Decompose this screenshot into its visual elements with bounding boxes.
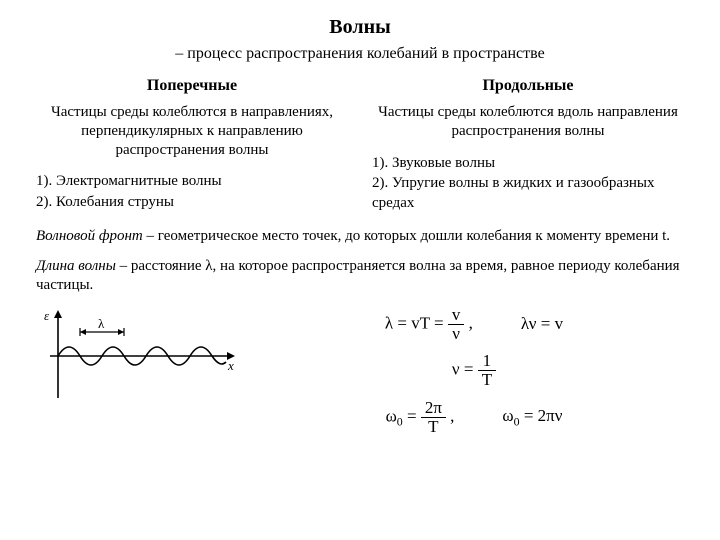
col-head-left: Поперечные xyxy=(36,77,348,95)
formula-omega-2pinu: ω0 = 2πν xyxy=(502,406,562,429)
def-wavelength-term: Длина волны xyxy=(36,258,116,274)
formula-lambda-nu: λν = v xyxy=(521,314,563,334)
page-subtitle: – процесс распространения колебаний в пр… xyxy=(36,45,684,63)
formula-lambda-vt: λ = vT = v ν , xyxy=(385,306,473,343)
formula-lambda-comma: , xyxy=(469,313,473,332)
formula-nu: ν = 1 T xyxy=(452,352,496,389)
formula-nu-frac: 1 T xyxy=(478,352,496,389)
formula-omega-frac: ω0 = 2π T , xyxy=(386,399,455,436)
formula-lambda-left: λ = vT = xyxy=(385,313,444,332)
definitions: Волновой фронт – геометрическое место то… xyxy=(36,227,684,296)
lambda-label: λ xyxy=(98,316,105,331)
formula-lambda-frac-den: ν xyxy=(448,325,465,343)
def-wavefront-text: – геометрическое место точек, до которых… xyxy=(143,228,670,244)
formula-omega-right-sym: ω xyxy=(502,406,513,425)
formula-lambda-frac: v ν xyxy=(448,306,465,343)
page-title: Волны xyxy=(36,16,684,39)
col-ex-right: 1). Звуковые волны 2). Упругие волны в ж… xyxy=(372,153,684,214)
def-wavelength-text: – расстояние λ, на которое распространяе… xyxy=(36,258,680,294)
col-desc-right: Частицы среды колеблются вдоль направлен… xyxy=(372,103,684,141)
col-ex-left-1: 1). Электромагнитные волны xyxy=(36,171,348,191)
formula-omega-frac-num: 2π xyxy=(421,399,446,418)
x-axis-label: x xyxy=(227,358,234,373)
formulas-block: λ = vT = v ν , λν = v ν = 1 T xyxy=(264,306,684,436)
formula-omega-left-sym: ω xyxy=(386,406,397,425)
col-longitudinal: Продольные Частицы среды колеблются вдол… xyxy=(372,77,684,213)
formula-lambda-frac-num: v xyxy=(448,306,465,325)
wave-diagram: ε x λ xyxy=(36,306,236,411)
lambda-arrow-right-icon xyxy=(118,329,124,335)
y-axis-arrow-icon xyxy=(54,310,62,318)
col-ex-right-2: 2). Упругие волны в жидких и газообразны… xyxy=(372,173,684,214)
lambda-arrow-left-icon xyxy=(80,329,86,335)
def-wavelength: Длина волны – расстояние λ, на которое р… xyxy=(36,257,684,296)
def-wavefront: Волновой фронт – геометрическое место то… xyxy=(36,227,684,247)
col-transverse: Поперечные Частицы среды колеблются в на… xyxy=(36,77,348,213)
formula-nu-left: ν = xyxy=(452,360,474,379)
formula-omega-left-eq: = xyxy=(403,406,417,425)
col-ex-left: 1). Электромагнитные волны 2). Колебания… xyxy=(36,171,348,212)
col-head-right: Продольные xyxy=(372,77,684,95)
col-ex-right-1: 1). Звуковые волны xyxy=(372,153,684,173)
formula-row-2: ν = 1 T xyxy=(452,352,496,389)
col-desc-left: Частицы среды колеблются в направлениях,… xyxy=(36,103,348,159)
formula-omega-comma: , xyxy=(450,406,454,425)
formula-omega-frac-den: T xyxy=(421,418,446,436)
formula-omega-fraction: 2π T xyxy=(421,399,446,436)
formula-row-1: λ = vT = v ν , λν = v xyxy=(385,306,563,343)
def-wavefront-term: Волновой фронт xyxy=(36,228,143,244)
formula-nu-frac-num: 1 xyxy=(478,352,496,371)
formula-row-3: ω0 = 2π T , ω0 = 2πν xyxy=(386,399,563,436)
formula-omega-right-eq: = 2πν xyxy=(520,406,563,425)
y-axis-label: ε xyxy=(44,308,50,323)
col-ex-left-2: 2). Колебания струны xyxy=(36,192,348,212)
formula-nu-frac-den: T xyxy=(478,371,496,389)
two-column-block: Поперечные Частицы среды колеблются в на… xyxy=(36,77,684,213)
bottom-row: ε x λ λ = vT = v xyxy=(36,306,684,436)
